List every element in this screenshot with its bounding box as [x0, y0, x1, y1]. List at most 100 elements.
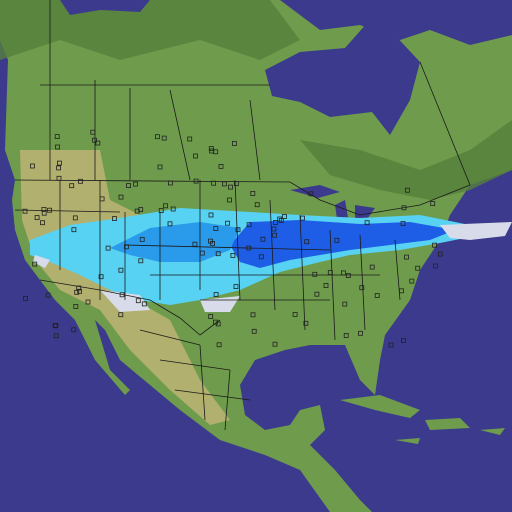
- station-marker: [124, 244, 129, 250]
- station-marker: [57, 160, 62, 166]
- station-marker: [369, 264, 375, 270]
- station-marker: [52, 323, 58, 329]
- station-marker: [211, 180, 217, 186]
- station-marker: [90, 129, 96, 135]
- station-marker: [158, 208, 164, 214]
- station-marker: [374, 293, 380, 298]
- station-marker: [250, 312, 256, 318]
- station-marker: [221, 181, 227, 187]
- arctic-water: [60, 0, 512, 45]
- station-marker: [167, 221, 173, 227]
- station-marker: [233, 284, 239, 290]
- station-marker: [430, 201, 436, 206]
- station-marker: [359, 285, 365, 291]
- station-marker: [303, 320, 309, 326]
- station-marker: [246, 222, 252, 228]
- station-marker: [388, 342, 394, 348]
- station-marker: [119, 292, 125, 298]
- station-marker: [133, 181, 138, 187]
- station-marker: [193, 153, 198, 159]
- station-marker: [314, 291, 320, 297]
- station-marker: [271, 226, 277, 232]
- us-canada-border: [14, 179, 471, 216]
- station-marker: [126, 183, 131, 189]
- station-marker: [342, 301, 348, 307]
- station-marker: [139, 236, 145, 242]
- station-marker: [40, 220, 45, 226]
- station-marker: [304, 239, 310, 245]
- station-marker: [213, 292, 219, 297]
- station-marker: [235, 227, 241, 233]
- stations: [22, 129, 443, 348]
- station-marker: [218, 163, 224, 169]
- station-marker: [187, 136, 193, 142]
- station-marker: [135, 298, 141, 304]
- station-marker: [364, 220, 370, 226]
- station-marker: [401, 205, 407, 211]
- station-marker: [272, 232, 278, 238]
- station-marker: [45, 292, 51, 298]
- station-marker: [71, 327, 77, 333]
- station-marker: [278, 217, 284, 223]
- station-marker: [71, 227, 77, 233]
- station-marker: [199, 250, 205, 256]
- caribbean-islands: [340, 395, 505, 444]
- station-marker: [415, 265, 421, 271]
- station-marker: [251, 328, 257, 334]
- borders: [14, 0, 471, 431]
- station-marker: [22, 208, 28, 214]
- station-marker: [312, 271, 318, 277]
- station-marker: [272, 341, 278, 347]
- station-marker: [228, 184, 233, 190]
- station-marker: [334, 237, 340, 243]
- station-marker: [23, 295, 29, 301]
- station-marker: [213, 226, 219, 232]
- station-marker: [231, 140, 237, 146]
- station-marker: [208, 212, 214, 218]
- station-marker: [163, 203, 168, 209]
- station-marker: [260, 236, 266, 242]
- station-marker: [345, 273, 351, 279]
- station-marker: [69, 183, 75, 189]
- station-marker: [409, 278, 415, 284]
- station-marker: [258, 254, 264, 260]
- station-marker: [343, 332, 349, 338]
- station-marker: [41, 206, 47, 212]
- station-marker: [233, 181, 239, 187]
- station-marker: [208, 314, 214, 319]
- station-marker: [273, 219, 278, 225]
- station-marker: [170, 206, 176, 212]
- station-marker: [72, 215, 78, 221]
- dark-forest: [0, 0, 512, 200]
- station-marker: [300, 215, 305, 221]
- station-marker: [118, 312, 124, 318]
- station-marker: [277, 216, 283, 222]
- station-marker: [161, 135, 167, 141]
- station-marker: [433, 263, 438, 269]
- mixed-precip: [33, 222, 512, 312]
- station-marker: [76, 285, 82, 291]
- station-marker: [112, 216, 117, 222]
- station-marker: [404, 254, 409, 260]
- station-marker: [105, 245, 111, 251]
- station-marker: [34, 215, 40, 221]
- station-marker: [213, 319, 218, 325]
- station-marker: [398, 288, 404, 294]
- station-marker: [432, 242, 438, 248]
- station-marker: [327, 270, 333, 276]
- station-marker: [209, 148, 215, 154]
- station-marker: [254, 202, 260, 208]
- station-marker: [404, 187, 410, 193]
- us-mexico-border: [39, 279, 221, 336]
- station-marker: [216, 342, 222, 348]
- station-marker: [95, 140, 101, 146]
- station-marker: [400, 221, 406, 226]
- station-marker: [281, 214, 287, 219]
- station-marker: [215, 251, 221, 257]
- station-marker: [47, 207, 52, 213]
- station-marker: [358, 330, 363, 336]
- station-marker: [157, 164, 163, 170]
- station-marker: [437, 251, 443, 257]
- station-marker: [323, 283, 329, 288]
